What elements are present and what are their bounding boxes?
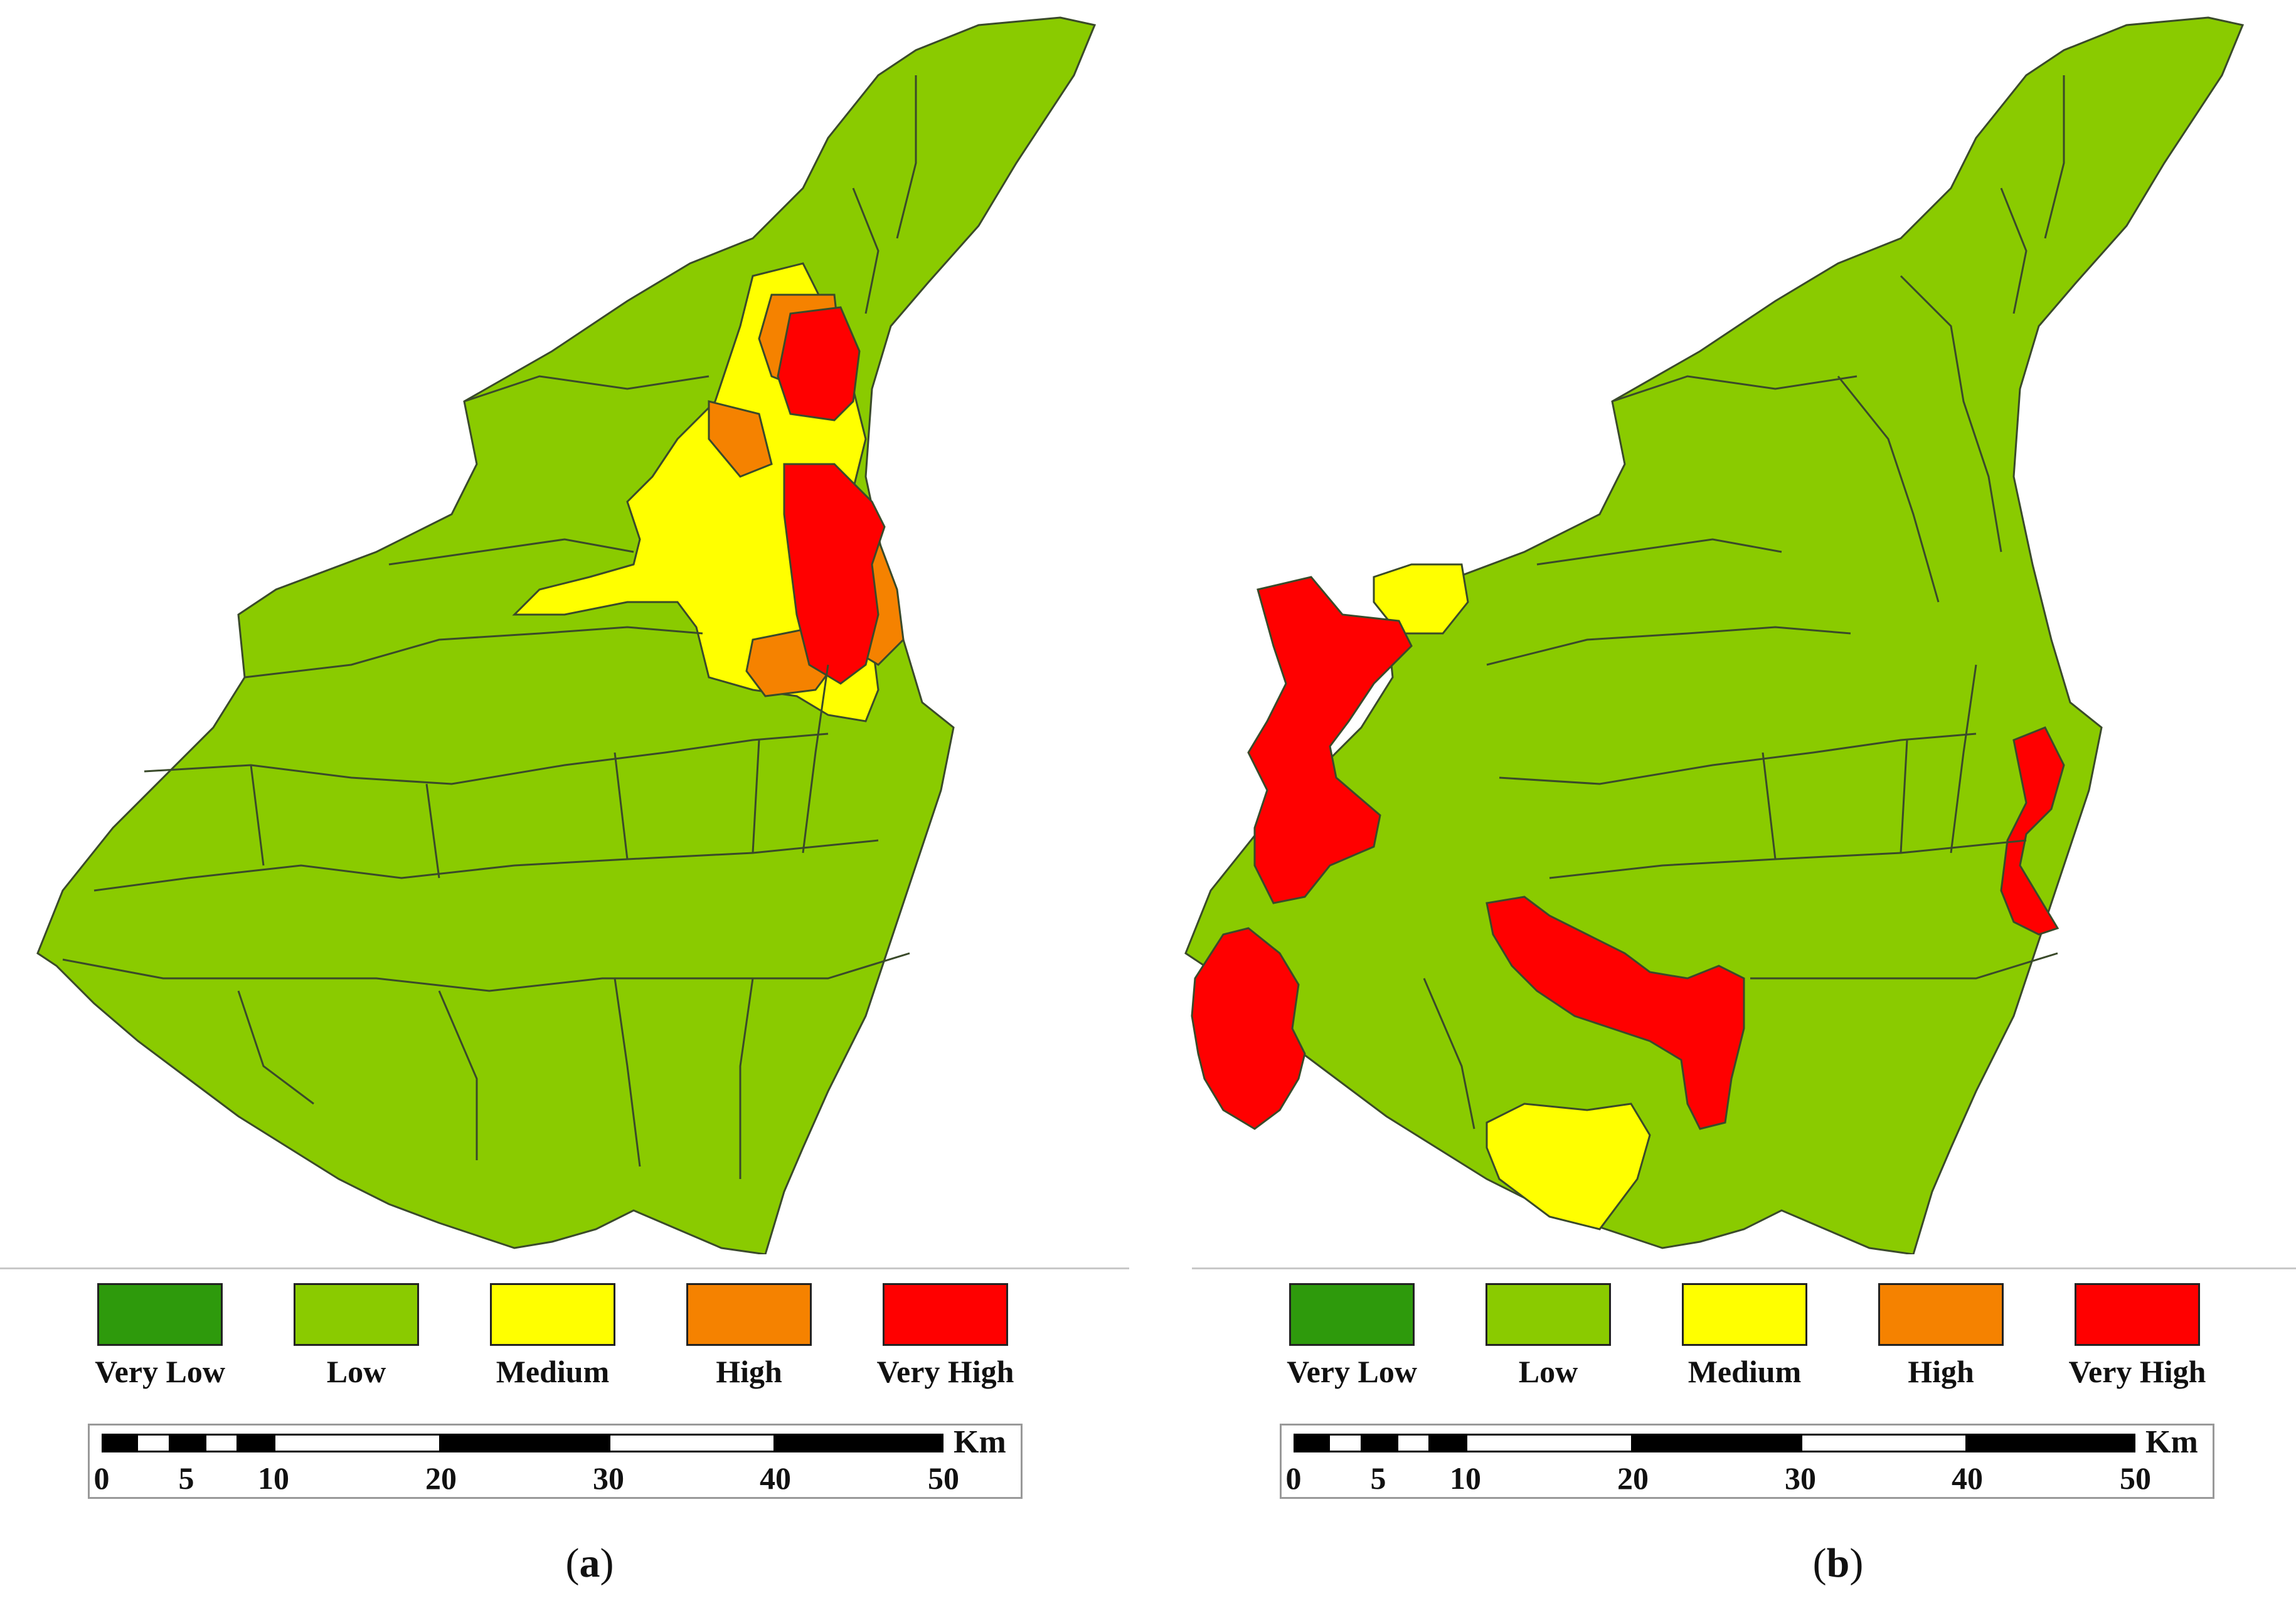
legend-label: Low — [1518, 1354, 1578, 1389]
region-base — [36, 16, 1097, 1254]
scale-tick: 5 — [178, 1461, 194, 1496]
scale-segment — [274, 1434, 441, 1452]
scale-bar-a: Km 0 5 10 20 30 40 50 — [88, 1424, 1029, 1499]
scale-segment — [1633, 1434, 1800, 1452]
scale-tick: 50 — [2120, 1461, 2151, 1496]
scale-tick: 0 — [93, 1461, 110, 1496]
scale-frame — [88, 1424, 1023, 1499]
legend-label: High — [1908, 1354, 1974, 1389]
caption-b: (b) — [1812, 1540, 1864, 1586]
divider — [1192, 1267, 2296, 1269]
scale-tick: 0 — [1285, 1461, 1302, 1496]
legend-label: Very High — [2068, 1354, 2206, 1389]
region-very-high-east — [2000, 726, 2065, 936]
legend-swatch — [490, 1283, 615, 1346]
scale-tick: 10 — [258, 1461, 289, 1496]
legend-label: High — [716, 1354, 782, 1389]
region-very-high-west — [1247, 576, 1413, 904]
region-high-2 — [708, 400, 773, 478]
scale-unit: Km — [954, 1424, 1006, 1460]
legend-label: Very High — [876, 1354, 1014, 1389]
legend-label: Very Low — [1287, 1354, 1417, 1389]
scale-segment — [1800, 1434, 1967, 1452]
scale-segment — [136, 1434, 171, 1452]
legend-label: Medium — [496, 1354, 610, 1389]
region-medium-north — [1373, 563, 1469, 635]
choropleth-map-a — [36, 16, 1097, 1254]
panel-b: Very Low Low Medium High Very High Km — [1148, 0, 2296, 1608]
scale-segment — [1430, 1434, 1465, 1452]
legend-swatch — [97, 1283, 223, 1346]
legend-swatch — [883, 1283, 1008, 1346]
scale-segment — [1465, 1434, 1633, 1452]
region-very-high-south — [1485, 896, 1745, 1130]
scale-segment — [205, 1434, 238, 1452]
legend-label: Very Low — [95, 1354, 225, 1389]
caption-letter: b — [1826, 1540, 1850, 1586]
scale-tick: 40 — [760, 1461, 791, 1496]
boundary-lines — [1423, 75, 2065, 1129]
legend-swatch — [1485, 1283, 1611, 1346]
caption-a: (a) — [565, 1540, 614, 1586]
scale-tick: 30 — [1785, 1461, 1816, 1496]
scale-segment — [102, 1434, 136, 1452]
choropleth-map-b — [1184, 16, 2245, 1254]
scale-tick: 20 — [425, 1461, 457, 1496]
scale-segment — [238, 1434, 274, 1452]
divider — [0, 1267, 1129, 1269]
legend-swatch — [686, 1283, 812, 1346]
legend-swatch — [1682, 1283, 1807, 1346]
scale-tick: 5 — [1370, 1461, 1386, 1496]
region-medium-south — [1485, 1103, 1651, 1230]
scale-bar-b: Km 0 5 10 20 30 40 50 — [1280, 1424, 2221, 1499]
scale-segment — [1294, 1434, 1328, 1452]
scale-tick: 40 — [1952, 1461, 1983, 1496]
legend-label: Low — [326, 1354, 386, 1389]
legend-swatch — [1878, 1283, 2004, 1346]
scale-tick: 20 — [1617, 1461, 1649, 1496]
region-very-high-1 — [777, 306, 861, 421]
scale-tick: 10 — [1450, 1461, 1481, 1496]
scale-segment — [1396, 1434, 1430, 1452]
caption-letter: a — [579, 1540, 600, 1586]
scale-segment — [1967, 1434, 2135, 1452]
panel-a: Very Low Low Medium High Very High Km — [0, 16, 1129, 1586]
legend-swatch — [294, 1283, 419, 1346]
scale-segment — [1328, 1434, 1363, 1452]
scale-segment — [775, 1434, 943, 1452]
scale-segment — [609, 1434, 775, 1452]
boundary-lines — [62, 75, 917, 1179]
legend-swatch — [1289, 1283, 1415, 1346]
legend-label: Medium — [1687, 1354, 1802, 1389]
legend-swatch — [2075, 1283, 2200, 1346]
scale-segment — [441, 1434, 609, 1452]
scale-unit: Km — [2145, 1424, 2198, 1460]
scale-segment — [1363, 1434, 1396, 1452]
scale-frame — [1280, 1424, 2214, 1499]
scale-tick: 50 — [928, 1461, 959, 1496]
region-very-high-2 — [783, 463, 886, 685]
scale-tick: 30 — [593, 1461, 624, 1496]
scale-segment — [171, 1434, 205, 1452]
region-very-high-southwest — [1191, 927, 1306, 1130]
